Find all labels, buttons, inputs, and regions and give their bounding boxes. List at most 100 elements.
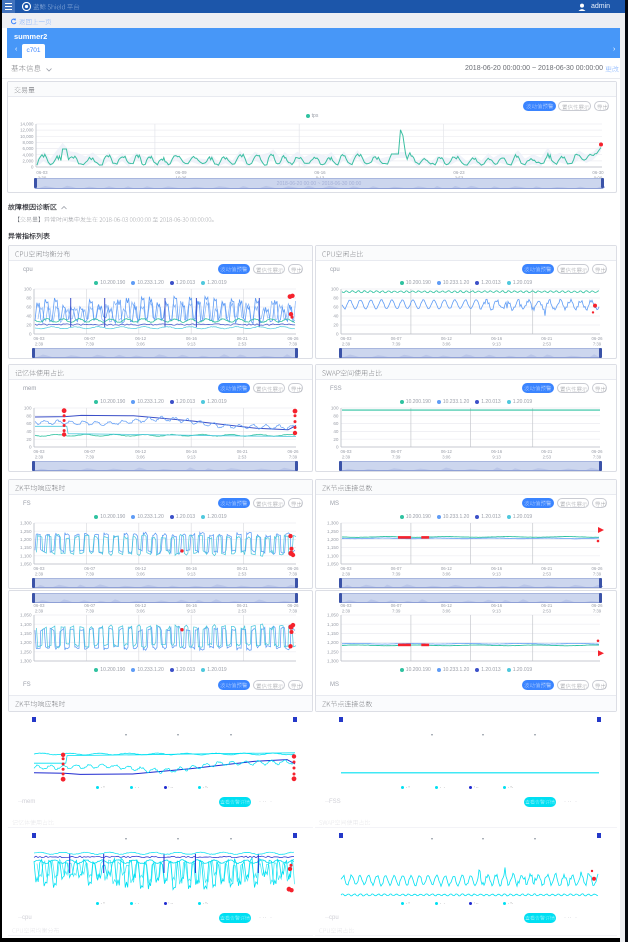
svg-text:1,200: 1,200 xyxy=(20,640,32,645)
svg-text:80: 80 xyxy=(26,296,32,301)
svg-text:06-16: 06-16 xyxy=(491,336,503,341)
svg-text:9:13: 9:13 xyxy=(492,342,501,347)
svg-text:9:13: 9:13 xyxy=(492,609,501,614)
svg-text:1,250: 1,250 xyxy=(20,649,32,654)
svg-text:0: 0 xyxy=(336,445,339,450)
svg-text:06-07: 06-07 xyxy=(391,566,403,571)
svg-text:3:06: 3:06 xyxy=(442,342,451,347)
svg-text:100: 100 xyxy=(24,287,32,292)
svg-text:3:06: 3:06 xyxy=(136,342,145,347)
svg-text:7:39: 7:39 xyxy=(289,342,298,347)
svg-text:06-23: 06-23 xyxy=(453,170,465,175)
svg-text:9:13: 9:13 xyxy=(492,455,501,460)
svg-text:7:39: 7:39 xyxy=(289,572,298,577)
svg-text:06-16: 06-16 xyxy=(186,336,198,341)
svg-text:1,100: 1,100 xyxy=(20,622,32,627)
svg-text:06-21: 06-21 xyxy=(237,603,249,608)
svg-text:2,000: 2,000 xyxy=(23,159,35,164)
svg-text:20: 20 xyxy=(333,323,339,328)
svg-text:06-26: 06-26 xyxy=(288,603,300,608)
svg-text:06-26: 06-26 xyxy=(288,449,300,454)
svg-text:0: 0 xyxy=(31,165,34,170)
svg-text:7:39: 7:39 xyxy=(593,572,602,577)
svg-text:06-26: 06-26 xyxy=(288,566,300,571)
svg-text:06-21: 06-21 xyxy=(541,603,553,608)
svg-text:7:39: 7:39 xyxy=(289,455,298,460)
svg-text:7:39: 7:39 xyxy=(593,609,602,614)
svg-text:06-21: 06-21 xyxy=(237,449,249,454)
svg-text:06-12: 06-12 xyxy=(135,603,147,608)
svg-text:06-30: 06-30 xyxy=(592,170,604,175)
svg-text:06-26: 06-26 xyxy=(592,603,604,608)
svg-text:40: 40 xyxy=(26,314,32,319)
svg-text:7:39: 7:39 xyxy=(289,609,298,614)
svg-text:1,100: 1,100 xyxy=(20,553,32,558)
svg-text:06-03: 06-03 xyxy=(341,566,353,571)
svg-text:60: 60 xyxy=(333,305,339,310)
svg-text:06-26: 06-26 xyxy=(592,566,604,571)
svg-text:06-07: 06-07 xyxy=(391,449,403,454)
svg-text:3:06: 3:06 xyxy=(136,455,145,460)
svg-text:06-26: 06-26 xyxy=(592,449,604,454)
svg-text:06-07: 06-07 xyxy=(84,603,96,608)
svg-text:06-12: 06-12 xyxy=(441,603,453,608)
svg-text:60: 60 xyxy=(333,421,339,426)
svg-text:14,000: 14,000 xyxy=(20,122,34,127)
svg-text:06-16: 06-16 xyxy=(491,603,503,608)
svg-text:1,100: 1,100 xyxy=(327,553,339,558)
svg-text:1,250: 1,250 xyxy=(327,649,339,654)
svg-text:7:39: 7:39 xyxy=(392,572,401,577)
svg-text:06-03: 06-03 xyxy=(34,566,46,571)
svg-text:06-03: 06-03 xyxy=(341,449,353,454)
svg-text:06-09: 06-09 xyxy=(175,170,187,175)
svg-text:2:39: 2:39 xyxy=(35,572,44,577)
svg-text:06-03: 06-03 xyxy=(341,603,353,608)
svg-text:2:39: 2:39 xyxy=(342,342,351,347)
svg-text:2:53: 2:53 xyxy=(238,572,247,577)
svg-text:7:39: 7:39 xyxy=(593,342,602,347)
svg-text:2:53: 2:53 xyxy=(543,572,552,577)
svg-text:3:06: 3:06 xyxy=(136,572,145,577)
svg-text:9:13: 9:13 xyxy=(187,609,196,614)
svg-text:06-07: 06-07 xyxy=(84,449,96,454)
svg-text:1,100: 1,100 xyxy=(327,622,339,627)
svg-text:7:39: 7:39 xyxy=(86,609,95,614)
svg-text:1,300: 1,300 xyxy=(327,659,339,664)
svg-text:1,300: 1,300 xyxy=(327,521,339,526)
svg-text:06-12: 06-12 xyxy=(135,566,147,571)
svg-text:2:39: 2:39 xyxy=(342,609,351,614)
svg-text:06-03: 06-03 xyxy=(34,603,46,608)
svg-text:06-03: 06-03 xyxy=(341,336,353,341)
svg-text:3:06: 3:06 xyxy=(442,572,451,577)
svg-text:1,050: 1,050 xyxy=(20,613,32,618)
svg-text:40: 40 xyxy=(333,429,339,434)
svg-text:06-16: 06-16 xyxy=(186,603,198,608)
svg-text:1,050: 1,050 xyxy=(20,562,32,567)
svg-text:1,150: 1,150 xyxy=(327,631,339,636)
svg-text:06-26: 06-26 xyxy=(288,336,300,341)
svg-text:4,000: 4,000 xyxy=(23,152,35,157)
svg-text:06-12: 06-12 xyxy=(135,449,147,454)
svg-text:20: 20 xyxy=(26,323,32,328)
svg-text:06-26: 06-26 xyxy=(592,336,604,341)
svg-text:2:53: 2:53 xyxy=(238,609,247,614)
svg-text:2:53: 2:53 xyxy=(543,609,552,614)
svg-text:06-16: 06-16 xyxy=(491,449,503,454)
svg-text:06-16: 06-16 xyxy=(186,449,198,454)
svg-text:06-07: 06-07 xyxy=(84,336,96,341)
svg-text:06-03: 06-03 xyxy=(34,336,46,341)
svg-text:3:06: 3:06 xyxy=(442,609,451,614)
svg-text:2:53: 2:53 xyxy=(543,455,552,460)
svg-text:1,250: 1,250 xyxy=(327,529,339,534)
svg-text:1,200: 1,200 xyxy=(20,537,32,542)
svg-text:7:39: 7:39 xyxy=(86,455,95,460)
svg-text:06-03: 06-03 xyxy=(36,170,48,175)
svg-text:9:13: 9:13 xyxy=(492,572,501,577)
svg-text:9:13: 9:13 xyxy=(187,455,196,460)
svg-text:7:39: 7:39 xyxy=(86,572,95,577)
svg-text:60: 60 xyxy=(26,421,32,426)
svg-text:3:06: 3:06 xyxy=(136,609,145,614)
svg-text:1,200: 1,200 xyxy=(327,640,339,645)
svg-text:1,250: 1,250 xyxy=(20,529,32,534)
svg-text:0: 0 xyxy=(29,332,32,337)
